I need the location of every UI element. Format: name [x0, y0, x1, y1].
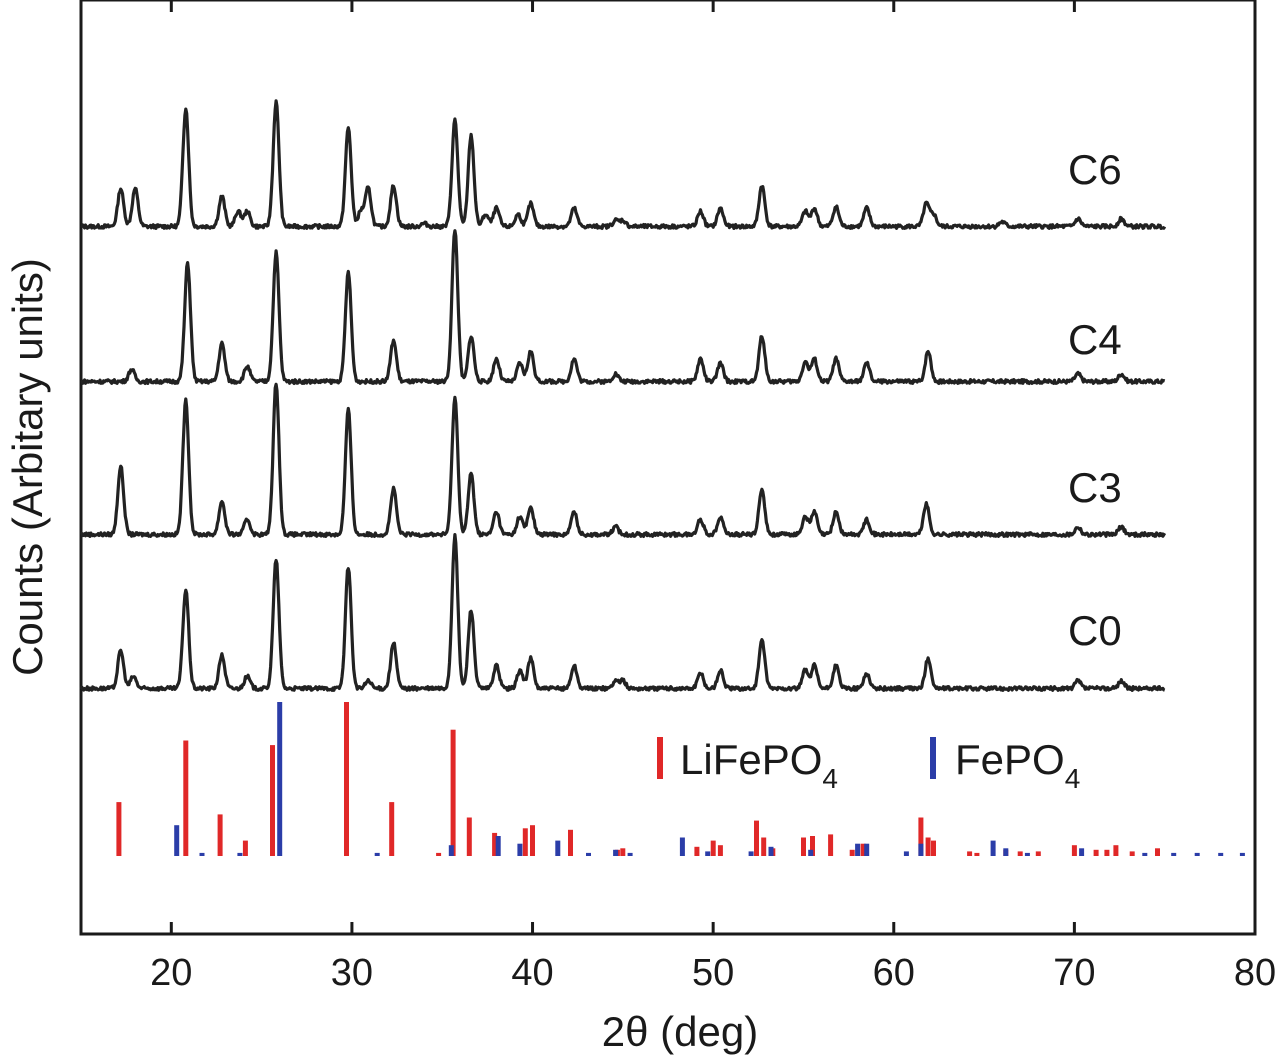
- ref-line-lifepo4: [801, 837, 806, 856]
- ref-line-lifepo4: [620, 848, 626, 856]
- ref-line-lifepo4: [1017, 851, 1023, 856]
- ref-line-lifepo4: [242, 840, 248, 856]
- series-label-c3: C3: [1068, 464, 1122, 511]
- ref-line-lifepo4: [436, 852, 442, 856]
- ref-line-fepo4: [864, 843, 870, 856]
- x-tick-label: 40: [511, 952, 553, 994]
- ref-line-lifepo4: [270, 745, 275, 856]
- series-label-c6: C6: [1068, 146, 1122, 193]
- ref-line-lifepo4: [860, 843, 866, 856]
- ref-line-lifepo4: [931, 840, 936, 856]
- ref-line-lifepo4: [344, 702, 349, 856]
- ref-line-lifepo4: [974, 852, 980, 856]
- series-label-c4: C4: [1068, 316, 1122, 363]
- plot-frame: [79, 0, 1257, 936]
- ref-line-fepo4: [855, 843, 861, 856]
- ref-line-fepo4: [1003, 848, 1009, 856]
- ref-line-fepo4: [517, 843, 523, 856]
- ref-line-lifepo4: [1104, 849, 1110, 856]
- ref-line-lifepo4: [710, 840, 716, 856]
- ref-line-lifepo4: [1113, 845, 1119, 856]
- ref-line-lifepo4: [530, 825, 535, 856]
- ref-line-lifepo4: [761, 837, 767, 856]
- x-tick-label: 30: [331, 952, 373, 994]
- ref-line-fepo4: [237, 852, 243, 856]
- ref-line-lifepo4: [492, 832, 498, 856]
- ref-line-lifepo4: [450, 729, 456, 856]
- ref-line-lifepo4: [217, 814, 223, 856]
- ref-line-fepo4: [495, 836, 501, 856]
- ref-line-lifepo4: [810, 836, 815, 856]
- legend-swatch-fepo4: [930, 737, 936, 779]
- ref-line-fepo4: [748, 851, 754, 856]
- ref-line-fepo4: [174, 825, 180, 856]
- legend-sub-fepo4: 4: [1065, 763, 1081, 794]
- x-tick-label: 20: [150, 952, 192, 994]
- ref-line-fepo4: [448, 845, 454, 856]
- legend-sub-lifepo4: 4: [822, 763, 838, 794]
- ref-line-fepo4: [1079, 848, 1085, 856]
- trace-c4: [80, 229, 1166, 385]
- trace-c6: [80, 99, 1167, 230]
- x-axis-title: 2θ (deg): [602, 1008, 758, 1055]
- ref-line-lifepo4: [1071, 845, 1077, 856]
- x-tick-label: 50: [692, 952, 734, 994]
- legend-swatch-lifepo4: [657, 737, 663, 779]
- y-axis-title: Counts (Arbitary units): [4, 258, 51, 676]
- ref-line-lifepo4: [754, 820, 759, 856]
- x-axis-ticks: 20 30 40 50 60 70 80: [150, 0, 1276, 994]
- legend: LiFePO4 FePO4: [657, 736, 1080, 794]
- ref-line-fepo4: [627, 852, 633, 856]
- ref-line-fepo4: [374, 852, 380, 856]
- ref-line-lifepo4: [522, 828, 528, 856]
- diffraction-traces: C6 C4 C3 C0: [79, 99, 1167, 692]
- ref-line-fepo4: [613, 849, 619, 856]
- ref-line-fepo4: [199, 852, 205, 856]
- ref-line-fepo4: [903, 851, 909, 856]
- ref-line-lifepo4: [568, 829, 573, 856]
- ref-line-fepo4: [990, 840, 996, 856]
- ref-line-lifepo4: [828, 834, 834, 856]
- trace-c0: [79, 533, 1166, 692]
- series-label-c0: C0: [1068, 607, 1122, 654]
- ref-line-lifepo4: [967, 851, 973, 856]
- ref-line-lifepo4: [918, 817, 924, 856]
- ref-line-fepo4: [586, 852, 591, 856]
- ref-line-fepo4: [1171, 852, 1177, 856]
- ref-line-fepo4: [918, 843, 924, 856]
- legend-label-lifepo4: LiFePO4: [680, 736, 838, 794]
- trace-c3: [79, 382, 1167, 538]
- ref-line-fepo4: [1218, 852, 1224, 856]
- ref-line-fepo4: [808, 849, 814, 856]
- ref-line-lifepo4: [1035, 851, 1041, 856]
- ref-line-lifepo4: [466, 817, 472, 856]
- ref-line-lifepo4: [694, 846, 700, 856]
- ref-line-fepo4: [277, 702, 283, 856]
- ref-line-lifepo4: [1155, 848, 1160, 856]
- ref-line-lifepo4: [1129, 851, 1135, 856]
- reference-patterns: [116, 702, 1245, 856]
- x-tick-label: 80: [1234, 952, 1276, 994]
- ref-line-lifepo4: [717, 845, 723, 856]
- ref-line-lifepo4: [849, 849, 855, 856]
- legend-main-lifepo4: LiFePO: [680, 736, 822, 783]
- x-tick-label: 60: [873, 952, 915, 994]
- ref-line-lifepo4: [925, 837, 931, 856]
- ref-line-fepo4: [555, 840, 561, 856]
- ref-line-fepo4: [1239, 852, 1245, 856]
- legend-main-fepo4: FePO: [955, 736, 1065, 783]
- ref-line-fepo4: [1142, 852, 1148, 856]
- ref-line-lifepo4: [183, 740, 189, 856]
- ref-line-lifepo4: [389, 802, 395, 856]
- ref-line-fepo4: [705, 851, 711, 856]
- ref-line-fepo4: [768, 846, 774, 856]
- ref-line-fepo4: [1024, 852, 1030, 856]
- ref-line-fepo4: [1194, 852, 1200, 856]
- ref-line-fepo4: [679, 837, 685, 856]
- legend-label-fepo4: FePO4: [955, 736, 1080, 794]
- x-tick-label: 70: [1053, 952, 1095, 994]
- ref-line-lifepo4: [1093, 849, 1099, 856]
- ref-line-lifepo4: [116, 802, 122, 856]
